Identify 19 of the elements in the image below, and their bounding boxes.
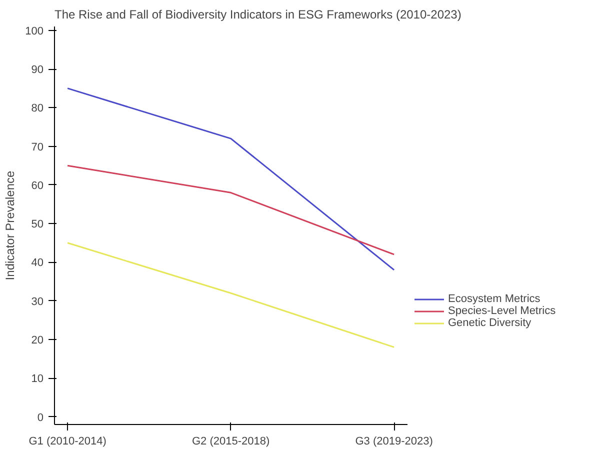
y-tick-label: 0: [37, 412, 44, 424]
legend-label: Ecosystem Metrics: [448, 293, 540, 305]
y-tick-label: 10: [31, 373, 44, 386]
y-tick-label: 80: [31, 102, 44, 115]
y-tick-label: 20: [31, 334, 44, 346]
y-tick-label: 40: [31, 257, 44, 270]
y-tick-label: 60: [31, 180, 44, 192]
x-tick-label: G1 (2010-2014): [28, 436, 106, 448]
y-tick-label: 50: [31, 218, 44, 231]
chart-title: The Rise and Fall of Biodiversity Indicators in ESG Frameworks (2010-2023): [54, 8, 462, 22]
y-tick-label: 30: [31, 296, 44, 308]
y-tick-label: 100: [25, 25, 44, 38]
y-tick-label: 70: [31, 141, 44, 154]
x-tick-label: G2 (2015-2018): [192, 436, 270, 448]
y-tick-label: 90: [31, 64, 44, 76]
y-axis-title: Indicator Prevalence: [3, 170, 18, 280]
legend-label: Species-Level Metrics: [448, 305, 556, 317]
legend-label: Genetic Diversity: [448, 317, 532, 329]
x-tick-label: G3 (2019-2023): [355, 436, 433, 448]
